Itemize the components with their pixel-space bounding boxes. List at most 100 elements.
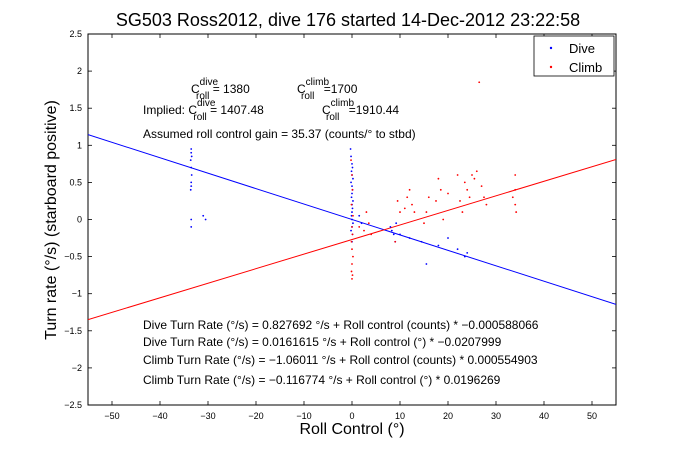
data-point: [466, 251, 469, 254]
legend-dive-marker: [549, 46, 553, 50]
data-point: [351, 218, 353, 221]
equation-dive-degrees: Dive Turn Rate (°/s) = 0.0161615 °/s + R…: [143, 335, 502, 349]
data-point: [190, 181, 193, 184]
data-point: [350, 240, 353, 243]
data-point: [351, 174, 353, 176]
data-point: [370, 233, 373, 236]
c-roll-dive: Cdive roll = 1380: [191, 77, 250, 102]
data-point: [471, 174, 473, 176]
data-point: [350, 170, 353, 173]
data-point: [189, 159, 192, 162]
data-point: [358, 214, 361, 217]
data-point: [351, 263, 353, 265]
data-point: [190, 148, 193, 150]
data-point: [394, 240, 397, 243]
data-point: [352, 200, 354, 202]
data-point: [437, 177, 440, 180]
data-point: [350, 155, 352, 158]
data-point: [456, 248, 459, 251]
equation-dive-counts: Dive Turn Rate (°/s) = 0.827692 °/s + Ro…: [143, 318, 539, 332]
x-tick-label: 30: [491, 411, 501, 421]
data-point: [461, 211, 464, 213]
data-point: [478, 81, 481, 84]
x-tick-label: −20: [248, 411, 263, 421]
data-point: [351, 188, 354, 191]
data-point: [190, 155, 193, 158]
data-point: [365, 211, 368, 213]
implied-c-roll-climb: Cclimb roll =1910.44: [322, 98, 399, 123]
data-point: [406, 196, 409, 199]
data-point: [427, 196, 430, 199]
data-point: [515, 211, 518, 213]
data-point: [351, 248, 353, 251]
data-point: [473, 177, 476, 180]
data-point: [456, 174, 459, 176]
data-point: [189, 188, 192, 191]
data-point: [408, 188, 411, 191]
x-tick-label: 20: [443, 411, 453, 421]
y-tick-label: 1.5: [69, 103, 82, 113]
data-point: [408, 237, 411, 239]
data-point: [352, 255, 354, 258]
data-point: [399, 233, 401, 236]
data-point: [351, 162, 353, 165]
data-point: [389, 226, 392, 228]
equation-climb-degrees: Climb Turn Rate (°/s) = −0.116774 °/s + …: [143, 373, 501, 387]
data-point: [350, 270, 353, 273]
legend-dive-label: Dive: [569, 41, 595, 56]
data-point: [352, 214, 354, 217]
data-point: [352, 177, 354, 180]
data-point: [399, 211, 401, 213]
data-point: [204, 218, 207, 221]
data-point: [349, 148, 352, 150]
data-point: [390, 229, 393, 232]
data-point: [511, 196, 514, 199]
data-point: [350, 196, 353, 199]
data-point: [351, 226, 353, 228]
data-point: [367, 222, 370, 225]
legend-climb-marker: [549, 65, 553, 69]
equation-climb-counts: Climb Turn Rate (°/s) = −1.06011 °/s + R…: [143, 353, 538, 367]
data-point: [190, 151, 193, 154]
data-point: [351, 233, 354, 236]
data-point: [350, 181, 352, 184]
x-tick-label: −40: [152, 411, 167, 421]
x-axis-ticks: −50 −40 −30 −20 −10 0 10 20 30 40 50: [104, 34, 597, 421]
data-point: [403, 207, 406, 210]
data-point: [190, 185, 193, 188]
data-point: [483, 196, 485, 199]
legend: Dive Climb: [533, 35, 615, 77]
y-axis-ticks: −2.5 −2 −1.5 −1 −0.5 0 0.5 1 1.5 2 2.5: [64, 29, 616, 410]
data-point: [514, 188, 517, 191]
chart-title: SG503 Ross2012, dive 176 started 14-Dec-…: [116, 10, 580, 30]
data-point: [437, 244, 440, 247]
x-tick-label: −50: [104, 411, 119, 421]
annotations: Cdive roll = 1380 Cclimb roll =1700 Implie…: [143, 77, 539, 387]
data-point: [350, 159, 352, 162]
data-point: [425, 211, 428, 213]
x-tick-label: 50: [587, 411, 597, 421]
data-point: [392, 233, 395, 236]
y-axis-label: Turn rate (°/s) (starboard positive): [43, 100, 60, 340]
data-point: [425, 263, 428, 265]
data-point: [463, 255, 466, 258]
c-roll-climb: Cclimb roll =1700: [297, 77, 358, 102]
data-point: [435, 200, 437, 202]
data-point: [466, 188, 469, 191]
y-tick-label: 2.5: [69, 29, 82, 39]
data-point: [351, 192, 353, 195]
data-point: [363, 229, 365, 232]
data-point: [350, 214, 353, 217]
data-point: [420, 240, 423, 243]
data-point: [190, 174, 193, 176]
data-point: [202, 214, 205, 217]
x-tick-label: 40: [539, 411, 549, 421]
x-tick-label: 10: [395, 411, 405, 421]
data-point: [351, 277, 353, 280]
data-point: [463, 181, 466, 184]
x-tick-label: 0: [349, 411, 354, 421]
y-tick-label: −0.5: [64, 252, 82, 262]
roll-gain-note: Assumed roll control gain = 35.37 (count…: [143, 127, 416, 141]
data-point: [423, 222, 425, 225]
